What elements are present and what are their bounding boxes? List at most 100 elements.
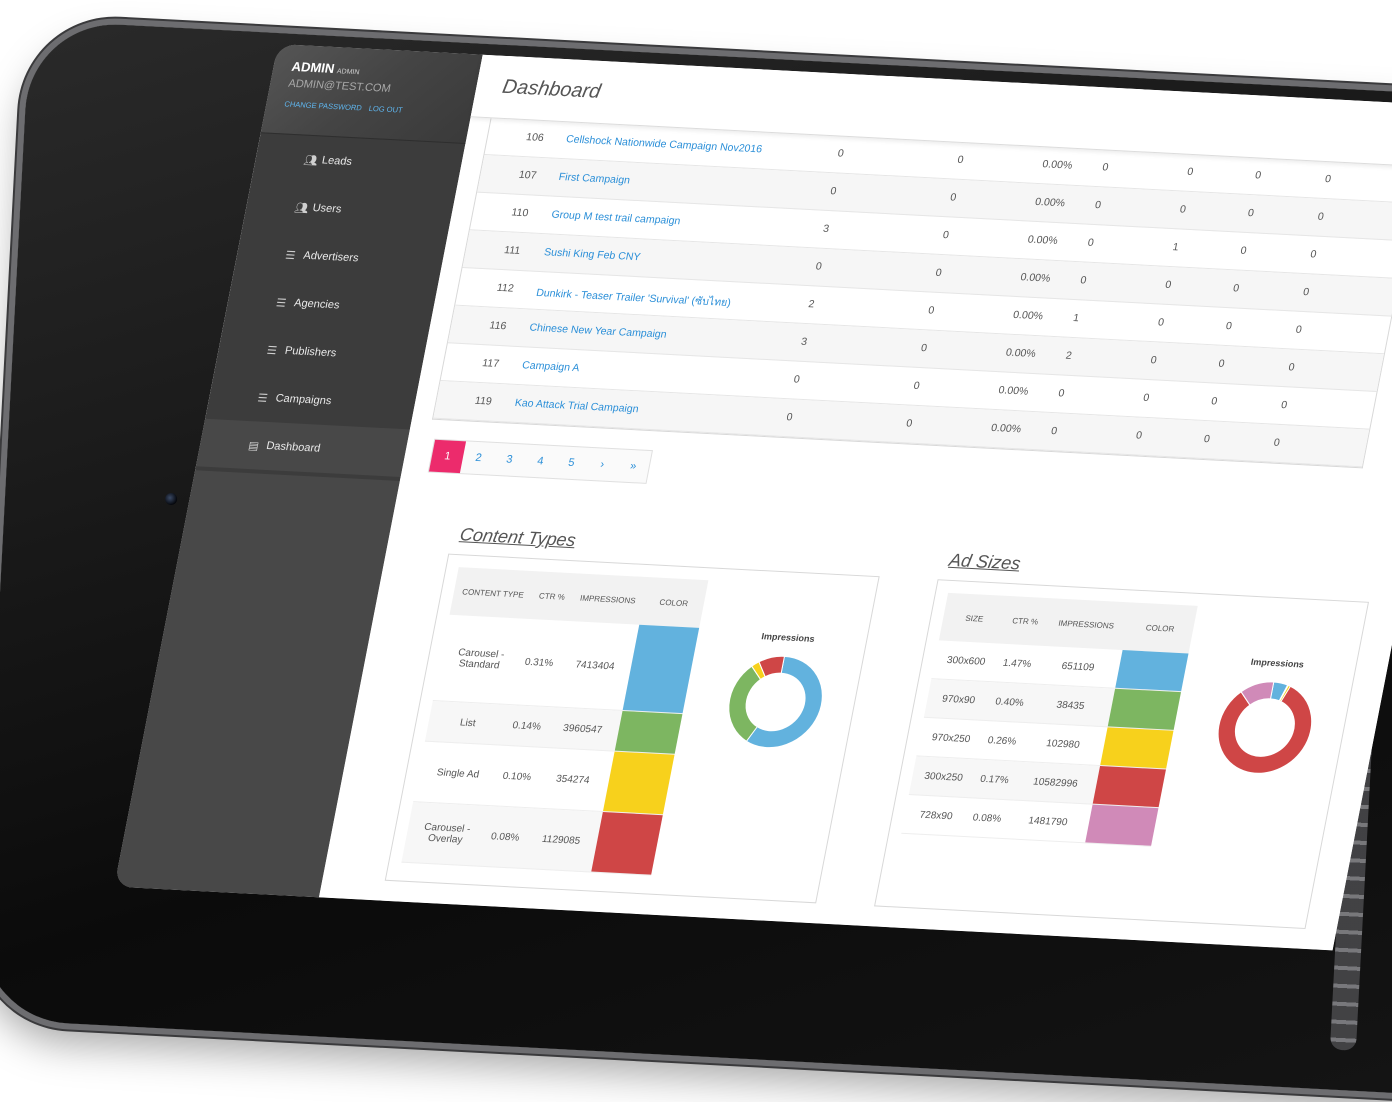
color-swatch [1115, 650, 1189, 692]
last-page-button[interactable]: » [629, 460, 638, 473]
change-password-link[interactable]: CHANGE PASSWORD [283, 99, 363, 113]
cell: 0 [1079, 274, 1088, 287]
cell: 0 [1101, 161, 1110, 174]
campaign-id: 111 [503, 244, 522, 257]
color-cell [622, 624, 700, 714]
ctr-cell: 0.14% [511, 719, 542, 733]
cell: 1 [1071, 312, 1081, 325]
color-swatch [622, 624, 700, 714]
size-cell: 970x250 [930, 731, 972, 745]
campaign-name-link[interactable]: First Campaign [557, 170, 632, 187]
cell: 0 [814, 260, 823, 273]
campaign-name-link[interactable]: Chinese New Year Campaign [528, 321, 668, 341]
cell: 3 [821, 222, 831, 236]
cell: 0 [1149, 354, 1158, 367]
cell: 0 [927, 304, 936, 317]
campaign-name-link[interactable]: Dunkirk - Teaser Trailer 'Survival' (ซับ… [535, 286, 732, 309]
color-swatch [614, 710, 683, 754]
campaign-name-link[interactable]: Cellshock Nationwide Campaign Nov2016 [565, 133, 764, 156]
header-impressions: IMPRESSIONS [1057, 618, 1115, 631]
cell: 0 [905, 417, 914, 430]
cell: 0 [1232, 282, 1241, 295]
cell: 0 [1142, 391, 1151, 405]
sidebar-item-label: Publishers [283, 344, 338, 360]
cell: 0.00% [1041, 158, 1074, 172]
content-types-panel: CONTENT TYPE CTR % IMPRESSIONS COLOR Car… [384, 553, 880, 904]
cell: 0 [1134, 429, 1144, 442]
table-row: Carousel - Overlay 0.08% 1129085 [401, 802, 663, 876]
cell: 0 [1202, 433, 1211, 446]
cell: 0.00% [1034, 195, 1067, 210]
size-cell: 300x600 [945, 654, 987, 668]
color-cell [1115, 650, 1189, 692]
cell: 0 [1050, 425, 1059, 438]
campaign-id: 110 [510, 206, 530, 220]
sidebar-item-label: Dashboard [265, 439, 322, 455]
campaign-name-link[interactable]: Campaign A [521, 359, 581, 375]
campaign-id: 116 [488, 319, 508, 333]
camera-lens [164, 492, 178, 506]
main-content: Dashboard 106 Cellshock Nationwide Campa… [318, 54, 1392, 951]
user-role: ADMIN [336, 68, 361, 77]
sidebar-user-panel: ADMINADMIN ADMIN@TEST.COM CHANGE PASSWOR… [260, 44, 483, 144]
header-ctr: CTR % [1011, 615, 1040, 627]
campaign-name-link[interactable]: Sushi King Feb CNY [543, 246, 642, 264]
cell: 0.00% [1004, 346, 1037, 361]
content-type-cell: Single Ad [435, 766, 481, 780]
cell: 0 [1178, 203, 1187, 216]
impressions-cell: 3960547 [562, 722, 604, 736]
size-cell: 970x90 [941, 693, 977, 706]
page-title: Dashboard [500, 75, 603, 103]
cell: 0 [956, 153, 965, 166]
color-swatch [1100, 727, 1174, 769]
campaign-id: 106 [525, 131, 545, 144]
ctr-cell: 0.40% [994, 695, 1025, 709]
impressions-cell: 354274 [555, 773, 591, 786]
content-types-title: Content Types [458, 524, 578, 551]
color-swatch [603, 751, 675, 815]
ctr-cell: 0.26% [986, 734, 1018, 748]
cell: 0.00% [1019, 271, 1052, 285]
donut-slice [745, 655, 823, 749]
ad-sizes-donut-chart [1217, 681, 1313, 774]
cell: 0 [1186, 165, 1195, 179]
cell: 0 [941, 229, 950, 242]
cell: 0.00% [997, 384, 1030, 398]
content-types-donut-title: Impressions [760, 631, 816, 644]
color-cell [1107, 688, 1181, 730]
content-type-cell: Carousel - Overlay [423, 821, 472, 846]
cell: 0 [1164, 278, 1173, 292]
color-cell [1085, 804, 1159, 846]
sidebar-item-dashboard[interactable]: ▤ Dashboard [195, 418, 410, 478]
campaign-name-link[interactable]: Group M test trail campaign [550, 208, 682, 228]
campaign-table: 106 Cellshock Nationwide Campaign Nov201… [431, 117, 1392, 469]
header-color: COLOR [658, 597, 689, 608]
header-impressions: IMPRESSIONS [579, 593, 637, 605]
cell: 0 [1246, 207, 1255, 220]
ctr-cell: 0.17% [979, 773, 1010, 786]
impressions-cell: 1481790 [1027, 814, 1069, 828]
campaign-id: 119 [473, 394, 493, 408]
cell: 3 [800, 335, 809, 349]
impressions-cell: 7413404 [574, 658, 616, 672]
campaign-name-link[interactable]: Kao Attack Trial Campaign [513, 396, 640, 416]
cell: 0 [1280, 399, 1289, 412]
cell: 1 [1171, 241, 1180, 254]
ctr-cell: 0.10% [501, 770, 533, 783]
cell: 0 [1272, 436, 1281, 449]
color-cell [591, 812, 663, 875]
donut-slice [1240, 681, 1275, 706]
campaign-id: 112 [495, 281, 515, 295]
cell: 0 [1294, 323, 1303, 336]
log-out-link[interactable]: LOG OUT [367, 103, 404, 115]
cell: 0.00% [1026, 233, 1059, 248]
cell: 0 [1224, 320, 1233, 333]
cell: 0 [1210, 395, 1219, 408]
size-cell: 300x250 [923, 770, 964, 784]
cell: 0.00% [990, 421, 1023, 436]
pagination: 1 2 3 4 5 › » [427, 438, 654, 484]
header-content-type: CONTENT TYPE [461, 586, 525, 600]
cell: 0 [1239, 244, 1248, 257]
ad-sizes-table: SIZE CTR % IMPRESSIONS COLOR 300x600 1.4… [901, 592, 1198, 847]
cell: 0 [1309, 248, 1318, 261]
